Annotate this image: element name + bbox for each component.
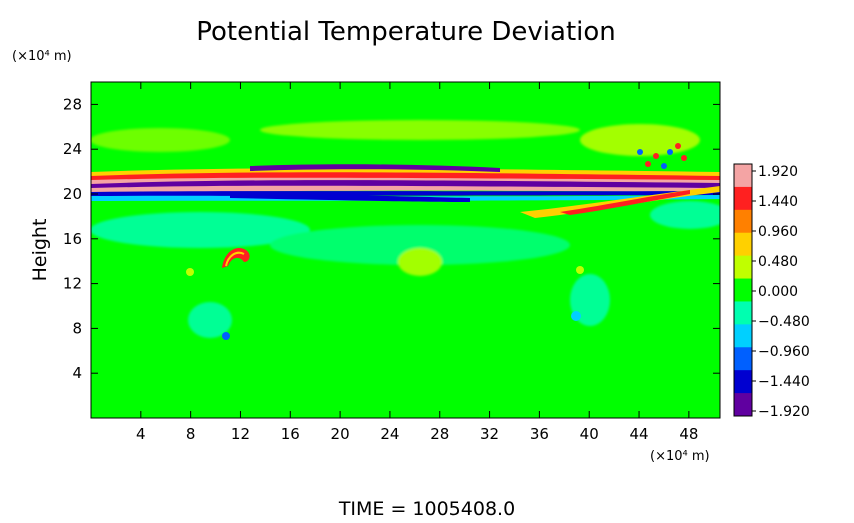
- colorbar-segment: [734, 232, 752, 257]
- colorbar-label: −0.480: [758, 314, 810, 330]
- field-patch: [188, 302, 232, 338]
- x-tick-label: 8: [186, 425, 196, 443]
- field-patch: [91, 212, 310, 248]
- colorbar-segment: [734, 278, 752, 302]
- tongue-red: [560, 190, 690, 215]
- y-tick-label: 16: [63, 230, 82, 248]
- x-tick-layer: 4 8 12 16 20 24 28 32 36 40 44 48: [136, 82, 698, 443]
- x-tick-label: 16: [281, 425, 300, 443]
- wave-dot: [661, 163, 667, 169]
- wave-dot: [645, 161, 651, 167]
- x-tick-label: 24: [380, 425, 399, 443]
- x-tick-label: 4: [136, 425, 146, 443]
- colorbar: 1.920 1.440 0.960 0.480 0.000 −0.480 −0.960 −1.…: [733, 163, 810, 420]
- band-pink-middle: [91, 185, 720, 194]
- x-axis-unit: (×10⁴ m): [650, 449, 710, 464]
- colorbar-label: 0.480: [758, 254, 798, 270]
- colorbar-label: 1.920: [758, 164, 798, 180]
- streak-upper: [250, 164, 500, 172]
- colorbar-frame: [733, 163, 753, 417]
- y-tick-label: 28: [63, 95, 82, 113]
- field-patch: [270, 225, 570, 265]
- y-axis-label: Height: [29, 219, 51, 282]
- colorbar-segment: [734, 209, 752, 234]
- wave-dot: [653, 153, 659, 159]
- x-tick-label: 32: [480, 425, 499, 443]
- field-patch: [580, 124, 700, 156]
- y-tick-label: 8: [72, 319, 82, 337]
- wave-dot: [667, 149, 673, 155]
- y-tick-layer: 4 8 12 16 20 24 28: [63, 95, 720, 382]
- colorbar-segment: [734, 393, 752, 417]
- colorbar-label: −1.920: [758, 404, 810, 420]
- wave-pattern: [637, 143, 687, 169]
- chart-title: Potential Temperature Deviation: [196, 17, 616, 47]
- x-tick-label: 44: [629, 425, 648, 443]
- colorbar-segment: [734, 255, 752, 280]
- wave-dot: [675, 143, 681, 149]
- colorbar-segment: [734, 186, 752, 211]
- wave-dot: [681, 155, 687, 161]
- streak-lower: [230, 194, 470, 202]
- wave-dot: [637, 149, 643, 155]
- band-blue: [91, 191, 720, 198]
- colorbar-segment: [734, 324, 752, 348]
- colorbar-label: −1.440: [758, 374, 810, 390]
- field-layer: [91, 120, 720, 340]
- field-patch: [398, 248, 442, 276]
- x-tick-label: 48: [679, 425, 698, 443]
- field-patch: [650, 201, 720, 229]
- disturbance-yellow: [225, 251, 245, 267]
- x-tick-label: 20: [331, 425, 350, 443]
- colorbar-segment: [734, 301, 752, 325]
- colorbar-label: 1.440: [758, 194, 798, 210]
- y-tick-label: 4: [72, 364, 82, 382]
- colorbar-label: 0.000: [758, 284, 798, 300]
- colorbar-segment: [734, 347, 752, 371]
- disturbance-yellowgreen: [576, 266, 584, 274]
- x-tick-label: 40: [580, 425, 599, 443]
- disturbance-blue: [222, 332, 230, 340]
- colorbar-segment: [734, 370, 752, 394]
- y-axis-unit: (×10⁴ m): [12, 49, 72, 64]
- colorbar-label: 0.960: [758, 224, 798, 240]
- disturbance-yellowgreen: [186, 268, 194, 276]
- x-tick-label: 12: [231, 425, 250, 443]
- field-patch: [260, 120, 580, 140]
- y-tick-label: 24: [63, 140, 82, 158]
- field-patch: [91, 128, 230, 152]
- x-tick-label: 36: [530, 425, 549, 443]
- colorbar-label: −0.960: [758, 344, 810, 360]
- colorbar-segment: [734, 164, 752, 188]
- disturbance-cyan: [571, 311, 581, 321]
- plot-frame: [90, 81, 721, 419]
- y-tick-label: 20: [63, 185, 82, 203]
- x-tick-label: 28: [430, 425, 449, 443]
- y-tick-label: 12: [63, 275, 82, 293]
- time-label: TIME = 1005408.0: [338, 498, 515, 519]
